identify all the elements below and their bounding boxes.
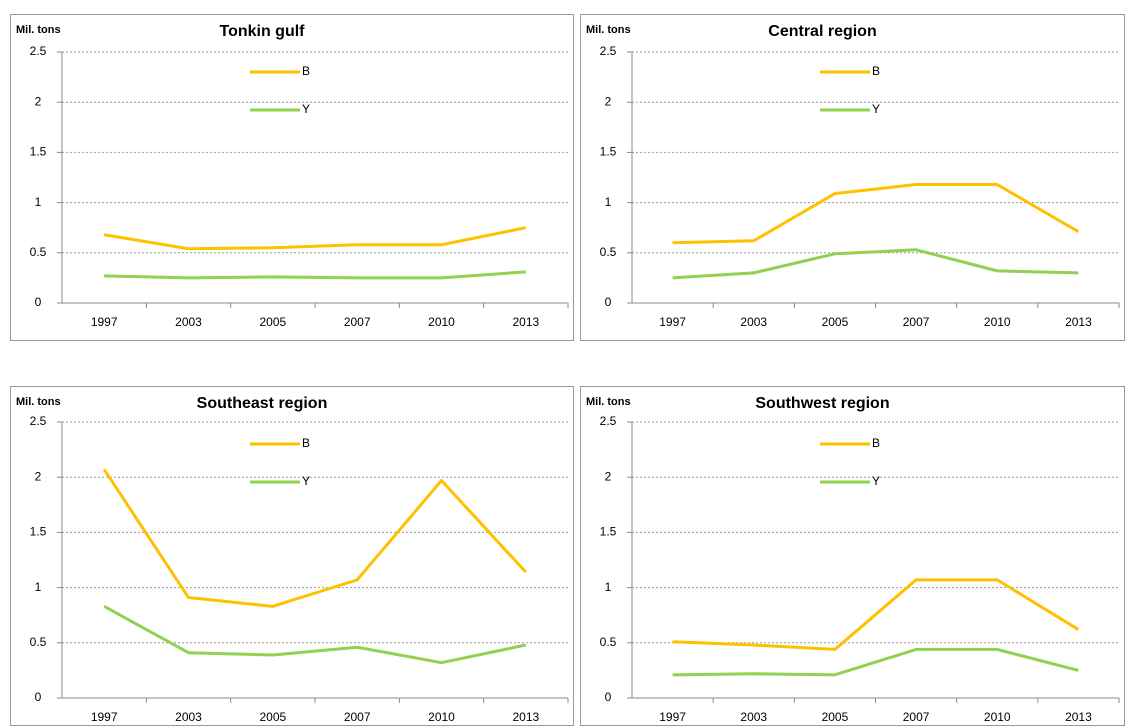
panel-frame <box>10 386 574 726</box>
series-line <box>672 647 1079 677</box>
y-tick-label: 1 <box>35 580 42 594</box>
y-axis-label: Mil. tons <box>16 24 61 36</box>
y-tick-label: 0.5 <box>600 245 617 259</box>
series-line <box>672 248 1079 280</box>
chart-panel: Southwest region Mil. tons 0 0.5 1 1.5 2 2.5 199… <box>580 386 1125 726</box>
y-tick-label: 1 <box>605 580 612 594</box>
x-tick-label: 2007 <box>344 315 371 329</box>
y-axis-label: Mil. tons <box>586 396 631 408</box>
y-tick-label: 2.5 <box>600 414 617 428</box>
y-tick-label: 0.5 <box>30 245 47 259</box>
x-tick-label: 2010 <box>984 710 1011 724</box>
y-tick-label: 2.5 <box>30 44 47 58</box>
legend-label: Y <box>872 102 880 116</box>
y-tick-label: 1.5 <box>600 145 617 159</box>
x-tick-label: 2003 <box>740 315 767 329</box>
x-tick-label: 2013 <box>1065 710 1092 724</box>
chart-panel: Southeast region Mil. tons 0 0.5 1 1.5 2 2.5 199… <box>10 386 574 726</box>
x-tick-label: 2005 <box>822 710 849 724</box>
y-tick-label: 1 <box>35 195 42 209</box>
x-tick-label: 1997 <box>659 710 686 724</box>
x-tick-label: 2003 <box>175 710 202 724</box>
y-tick-label: 1.5 <box>30 145 47 159</box>
x-tick-label: 2005 <box>259 710 286 724</box>
x-tick-label: 2007 <box>903 710 930 724</box>
y-axis-label: Mil. tons <box>586 24 631 36</box>
y-tick-label: 2.5 <box>600 44 617 58</box>
y-tick-label: 2 <box>35 469 42 483</box>
y-tick-label: 1.5 <box>600 525 617 539</box>
x-tick-label: 2005 <box>822 315 849 329</box>
x-tick-label: 1997 <box>659 315 686 329</box>
series-line <box>103 605 527 665</box>
y-tick-label: 2.5 <box>30 414 47 428</box>
y-tick-label: 1 <box>605 195 612 209</box>
y-tick-label: 2 <box>35 94 42 108</box>
chart-title: Southwest region <box>755 395 889 412</box>
series-line <box>102 468 527 608</box>
y-tick-label: 1.5 <box>30 525 47 539</box>
chart-title: Tonkin gulf <box>219 23 305 40</box>
y-tick-label: 0.5 <box>30 635 47 649</box>
chart-panel: Tonkin gulf Mil. tons 0 0.5 1 1.5 2 2.5 1997 2003… <box>10 14 574 341</box>
y-tick-label: 0 <box>35 690 42 704</box>
x-tick-label: 2013 <box>512 710 539 724</box>
legend-label: Y <box>302 102 310 116</box>
y-tick-label: 0 <box>605 295 612 309</box>
legend-label: B <box>872 436 880 450</box>
panel-frame <box>580 386 1125 726</box>
legend-label: Y <box>302 474 310 488</box>
x-tick-label: 2007 <box>903 315 930 329</box>
x-tick-label: 2007 <box>344 710 371 724</box>
series-line <box>672 183 1080 245</box>
x-tick-label: 2005 <box>259 315 286 329</box>
series-line <box>103 226 527 251</box>
legend-label: Y <box>872 474 880 488</box>
x-tick-label: 2003 <box>740 710 767 724</box>
panel-frame <box>10 14 574 341</box>
y-tick-label: 0.5 <box>600 635 617 649</box>
y-tick-label: 0 <box>35 295 42 309</box>
x-tick-label: 2003 <box>175 315 202 329</box>
x-tick-label: 2010 <box>984 315 1011 329</box>
series-line <box>104 270 526 280</box>
series-line <box>672 578 1080 651</box>
chart-title: Southeast region <box>197 395 328 412</box>
x-tick-label: 1997 <box>91 710 118 724</box>
y-tick-label: 2 <box>605 94 612 108</box>
legend-label: B <box>302 436 310 450</box>
y-tick-label: 0 <box>605 690 612 704</box>
legend-label: B <box>872 64 880 78</box>
x-tick-label: 2010 <box>428 315 455 329</box>
y-axis-label: Mil. tons <box>16 396 61 408</box>
x-tick-label: 1997 <box>91 315 118 329</box>
x-tick-label: 2010 <box>428 710 455 724</box>
panel-frame <box>580 14 1125 341</box>
chart-title: Central region <box>768 23 876 40</box>
chart-panel: Central region Mil. tons 0 0.5 1 1.5 2 2.5 1997 2… <box>580 14 1125 341</box>
x-tick-label: 2013 <box>512 315 539 329</box>
legend-label: B <box>302 64 310 78</box>
x-tick-label: 2013 <box>1065 315 1092 329</box>
y-tick-label: 2 <box>605 469 612 483</box>
